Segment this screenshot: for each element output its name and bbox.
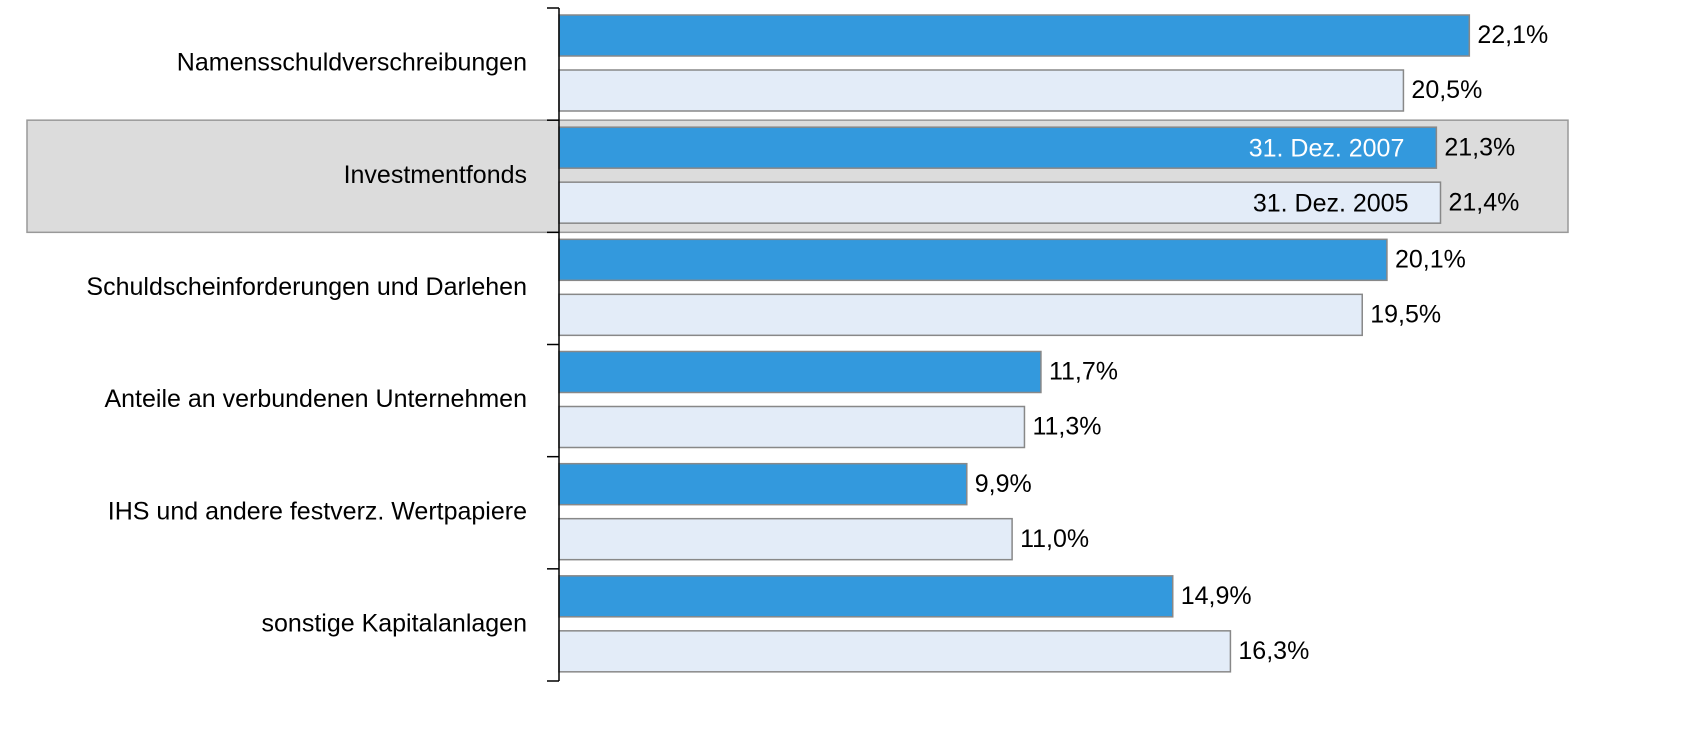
legend-label: 31. Dez. 2005 — [1253, 189, 1409, 217]
bar — [558, 238, 1388, 282]
bar — [558, 181, 1442, 224]
value-label: 20,5% — [1411, 76, 1482, 104]
category-label: IHS und andere festverz. Wertpapiere — [108, 497, 527, 525]
value-label: 11,0% — [1020, 525, 1089, 553]
bar — [558, 126, 1438, 169]
bar — [558, 405, 1026, 449]
bar — [558, 517, 1013, 561]
category-label: sonstige Kapitalanlagen — [262, 610, 527, 638]
value-label: 22,1% — [1477, 21, 1548, 49]
bar — [558, 69, 1405, 112]
category-label: Namensschuldverschreibungen — [177, 49, 527, 77]
value-label: 16,3% — [1238, 637, 1309, 665]
bar — [558, 293, 1363, 337]
value-label: 21,4% — [1448, 188, 1519, 216]
value-label: 14,9% — [1181, 582, 1252, 610]
bar — [558, 14, 1471, 57]
bar — [558, 350, 1042, 394]
value-label: 9,9% — [975, 470, 1032, 498]
category-label: Anteile an verbundenen Unternehmen — [104, 385, 527, 413]
value-label: 11,7% — [1049, 358, 1118, 386]
value-label: 11,3% — [1032, 413, 1101, 441]
bar — [558, 630, 1232, 673]
value-label: 19,5% — [1370, 300, 1441, 328]
value-label: 20,1% — [1395, 245, 1466, 273]
bar — [558, 575, 1174, 618]
value-label: 21,3% — [1444, 133, 1515, 161]
category-label: Investmentfonds — [344, 161, 527, 189]
category-label: Schuldscheinforderungen und Darlehen — [86, 273, 527, 301]
bar — [558, 462, 968, 506]
legend-label: 31. Dez. 2007 — [1249, 134, 1405, 162]
